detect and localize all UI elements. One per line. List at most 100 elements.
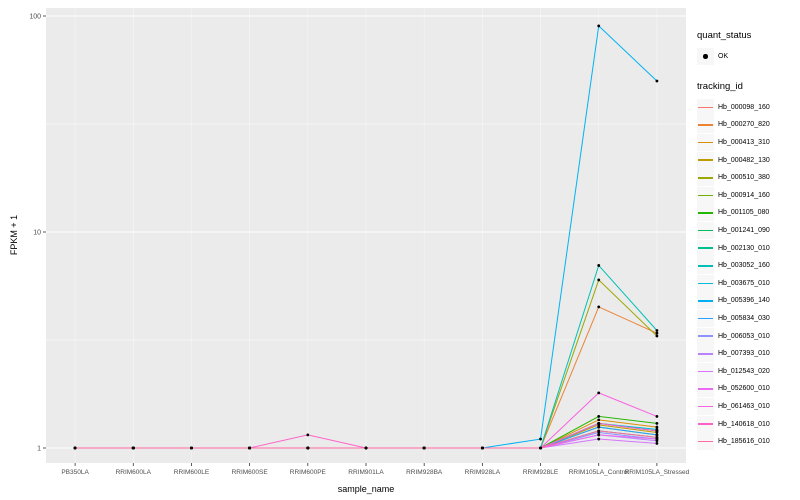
x-tick-label: RRIM600LE [174,469,210,476]
legend-key-line-icon [698,440,713,443]
data-point [597,429,601,433]
data-point [655,415,659,418]
legend-item-Hb_000510_380: Hb_000510_380 [697,169,799,187]
legend-item-label: Hb_052600_010 [718,385,770,393]
tracking-id-items: Hb_000098_160 Hb_000270_820 Hb_000413_310 H… [697,98,799,451]
data-point [655,425,659,429]
data-point [655,421,659,425]
legend-item-Hb_007393_010: Hb_007393_010 [697,345,799,363]
legend-item-label: Hb_005834_030 [718,315,770,323]
legend-item-label: Hb_000482_130 [718,156,770,164]
data-point [306,433,310,437]
data-point [655,433,659,437]
legend-item-Hb_052600_010: Hb_052600_010 [697,380,799,398]
x-tick-label: RRIM901LA [348,469,384,476]
legend-item-label: Hb_140618_010 [718,420,770,428]
legend-item-label: OK [718,53,729,61]
y-tick-label: 1 [37,446,41,453]
data-point [73,446,77,450]
legend-item-Hb_000413_310: Hb_000413_310 [697,134,799,152]
legend-key [697,274,714,292]
data-point [190,446,193,450]
y-tick-label: 100 [29,14,41,21]
legend-key [697,222,714,240]
legend-item-Hb_002130_010: Hb_002130_010 [697,239,799,257]
data-point [655,429,659,433]
legend-key-line-icon [698,106,713,109]
legend-item-label: Hb_012543_020 [718,367,770,375]
data-point [597,278,601,282]
legend-item-Hb_000098_160: Hb_000098_160 [697,98,799,117]
legend-item-label: Hb_001105_080 [718,209,770,217]
legend-key [697,204,714,222]
y-tick-label: 10 [33,230,41,237]
legend-item-label: Hb_185616_010 [718,438,770,446]
legend-quant-status: quant_status OK [697,30,799,66]
data-point [306,446,310,450]
legend-item-Hb_003675_010: Hb_003675_010 [697,274,799,293]
legend-key [697,380,714,398]
legend-item-Hb_140618_010: Hb_140618_010 [697,415,799,433]
data-point [597,264,601,267]
legend-key-line-icon [698,317,713,320]
legend-item-label: Hb_000914_160 [718,191,770,199]
legend-key-line-icon [698,141,713,144]
legend-key [697,151,714,169]
legend-item-label: Hb_000098_160 [718,103,770,111]
legend-key-line-icon [698,159,713,161]
legend-key-line-icon [698,212,713,214]
legend-tracking-id: tracking_id Hb_000098_160 Hb_000270_820 Hb… [697,81,799,451]
legend-item-Hb_003052_160: Hb_003052_160 [697,257,799,275]
data-point [597,425,601,429]
x-tick-label: RRIM105LA_Stressed [625,469,690,476]
data-point [655,442,659,445]
legend-key [697,239,714,257]
data-point [655,329,659,332]
legend-key [697,345,714,363]
data-point [655,334,659,338]
legend-item-Hb_012543_020: Hb_012543_020 [697,362,799,381]
x-tick-label: RRIM928LA [465,469,501,476]
data-point [131,446,135,450]
legend-key-line-icon [698,405,713,408]
legend-item-Hb_185616_010: Hb_185616_010 [697,433,799,451]
legend-item-label: Hb_000270_820 [718,121,770,129]
legend-key-line-icon [698,177,713,179]
legend-key [697,257,714,275]
legend-key-line-icon [698,265,713,267]
data-point [364,446,368,450]
legend-item-label: Hb_006053_010 [718,332,770,340]
legend-key-line-icon [698,353,713,355]
x-tick-label: PB350LA [61,469,89,476]
legend-key-line-icon [698,124,713,126]
data-point [597,305,601,309]
legend: quant_status OK tracking_id Hb_000098_16… [697,30,799,451]
data-point [655,435,659,439]
legend-key-ok [697,48,714,66]
data-point [655,79,659,83]
data-point [422,446,426,450]
legend-key [697,397,714,415]
data-point [597,421,601,425]
y-axis-title: FPKM + 1 [9,214,19,256]
data-point [597,418,601,422]
legend-key [697,116,714,134]
legend-title-quant-status: quant_status [697,30,752,41]
legend-key-line-icon [698,388,713,390]
data-point [597,437,601,441]
legend-key-line-icon [698,229,713,232]
data-point [655,331,659,335]
legend-key-line-icon [698,300,713,302]
legend-item-Hb_005834_030: Hb_005834_030 [697,310,799,328]
legend-key-line-icon [698,335,713,337]
legend-key [697,327,714,345]
legend-item-label: Hb_061463_010 [718,402,770,410]
legend-item-label: Hb_002130_010 [718,244,770,252]
data-point [539,437,542,441]
legend-key [697,415,714,433]
legend-item-Hb_000270_820: Hb_000270_820 [697,116,799,134]
legend-key-line-icon [698,247,713,249]
legend-item-Hb_061463_010: Hb_061463_010 [697,397,799,416]
legend-item-Hb_006053_010: Hb_006053_010 [697,327,799,345]
